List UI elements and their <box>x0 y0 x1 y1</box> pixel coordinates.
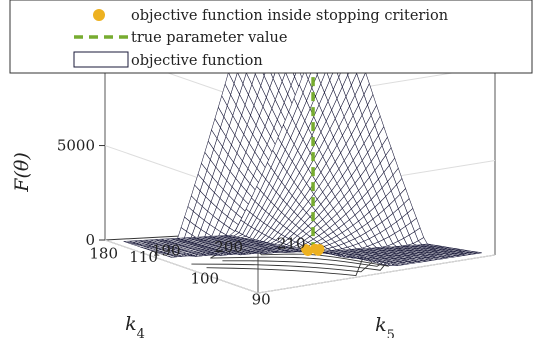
legend-label-objective-function: objective function <box>131 53 263 69</box>
objective-function-surface <box>123 0 482 266</box>
y-axis-label: k4 <box>125 313 145 338</box>
z-tick-label: 0 <box>85 231 95 249</box>
x-axis-label: k5 <box>375 314 395 338</box>
y-tick-label: 210 <box>277 235 306 253</box>
legend-marker-objective-function <box>73 51 129 68</box>
y-tick-label: 200 <box>214 238 243 256</box>
legend: objective function inside stopping crite… <box>9 0 533 74</box>
y-tick-label: 180 <box>89 245 118 263</box>
stopping-criterion-points <box>301 243 325 257</box>
x-tick-label: 110 <box>129 248 158 266</box>
x-tick-label: 100 <box>190 269 219 287</box>
surface-cell <box>123 240 133 243</box>
legend-label-stopping-criterion: objective function inside stopping crite… <box>131 8 448 24</box>
x-tick-label: 90 <box>252 291 271 309</box>
z-tick-label: 5000 <box>57 137 95 155</box>
legend-label-true-parameter: true parameter value <box>131 30 287 46</box>
legend-marker-stopping-criterion <box>93 9 105 21</box>
y-tick-label: 190 <box>152 241 181 259</box>
stopping-criterion-point <box>309 243 320 254</box>
grid-line <box>104 239 496 294</box>
z-axis-label: F(θ) <box>11 152 33 192</box>
